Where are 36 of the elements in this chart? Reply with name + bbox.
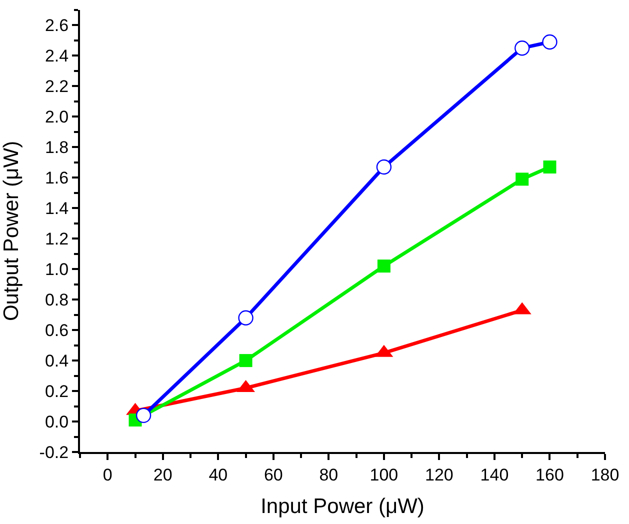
- x-tick-label: 40: [208, 465, 228, 484]
- x-axis-title: Input Power (μW): [260, 495, 424, 518]
- y-tick-label: 0.2: [44, 382, 69, 401]
- x-tick-label: 120: [425, 465, 454, 484]
- y-tick-label: -0.2: [39, 442, 69, 462]
- y-tick-label: 2.6: [44, 16, 69, 36]
- x-tick-label: 140: [480, 465, 509, 484]
- x-tick-label: 0: [102, 465, 112, 484]
- point: [377, 260, 390, 273]
- y-tick-label: 1.0: [44, 260, 69, 280]
- y-tick-label: 1.4: [44, 199, 69, 218]
- y-tick-label: 0.0: [44, 412, 69, 432]
- y-tick-label: 0.8: [44, 290, 69, 310]
- point: [376, 159, 392, 175]
- point: [514, 40, 530, 56]
- y-tick-label: 1.6: [44, 168, 69, 188]
- point: [542, 34, 558, 50]
- x-tick-label: 80: [319, 465, 338, 484]
- point: [543, 160, 556, 174]
- y-axis-title: Output Power (μW): [0, 140, 23, 322]
- point: [238, 310, 254, 326]
- x-tick-label: 180: [590, 465, 620, 484]
- point: [516, 172, 529, 186]
- x-tick-label: 20: [153, 465, 172, 484]
- y-tick-label: 2.4: [44, 46, 69, 66]
- x-tick-label: 60: [264, 465, 283, 484]
- y-tick-label: 0.4: [44, 352, 69, 370]
- point: [136, 408, 152, 424]
- y-tick-label: 2.0: [44, 108, 69, 127]
- y-tick-label: 0.6: [44, 321, 69, 340]
- y-tick-label: 1.8: [44, 138, 69, 158]
- y-tick-label: 2.2: [44, 77, 69, 96]
- y-tick-label: 1.2: [44, 230, 69, 249]
- x-tick-label: 100: [370, 465, 398, 484]
- point: [239, 354, 252, 368]
- x-tick-label: 160: [536, 465, 564, 484]
